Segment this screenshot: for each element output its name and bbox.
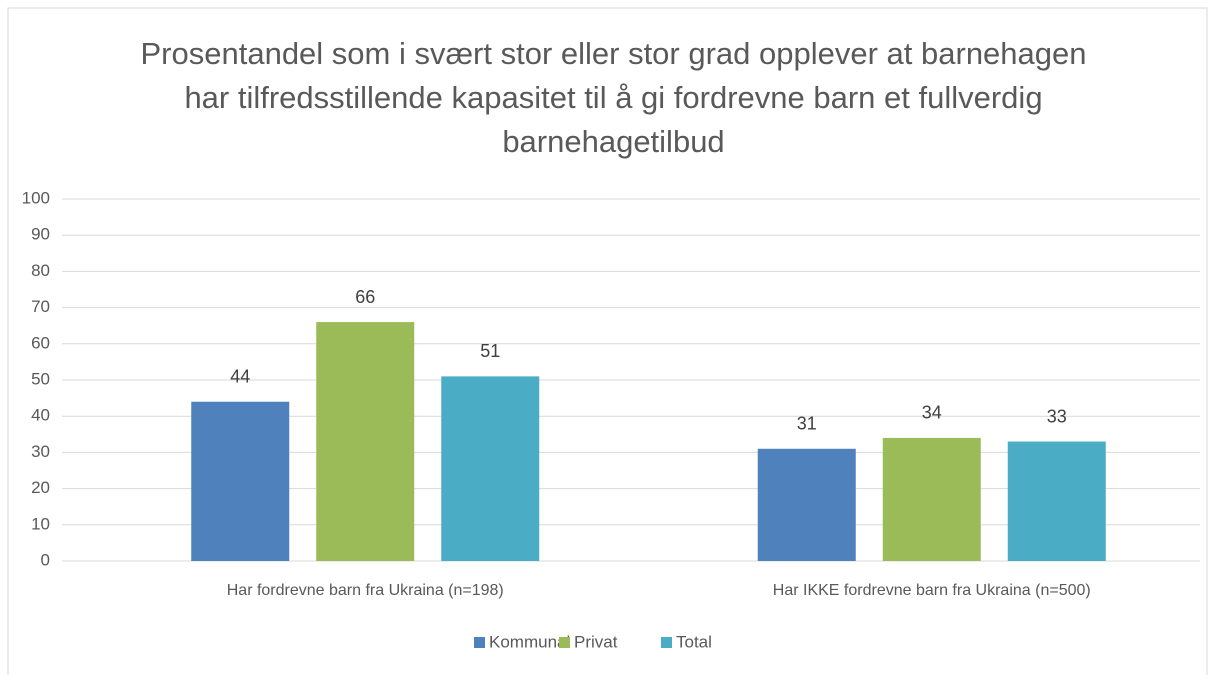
legend-label: Total: [676, 632, 712, 651]
y-tick-label: 20: [31, 478, 50, 497]
legend-swatch: [474, 637, 485, 648]
y-tick-label: 80: [31, 261, 50, 280]
bar: [316, 322, 415, 561]
legend-swatch: [661, 637, 672, 648]
legend-swatch: [559, 637, 570, 648]
y-tick-label: 0: [41, 550, 50, 569]
value-label: 34: [922, 403, 942, 423]
legend-label: Privat: [574, 632, 618, 651]
value-label: 44: [230, 366, 250, 386]
bar: [441, 376, 540, 561]
y-tick-label: 60: [31, 333, 50, 352]
y-tick-label: 40: [31, 406, 50, 425]
x-tick-label: Har fordrevne barn fra Ukraina (n=198): [227, 582, 504, 599]
value-label: 33: [1047, 406, 1067, 426]
y-tick-label: 100: [22, 188, 50, 207]
bar: [1007, 441, 1106, 561]
y-tick-label: 90: [31, 225, 50, 244]
y-tick-label: 50: [31, 369, 50, 388]
y-tick-label: 70: [31, 297, 50, 316]
value-label: 51: [480, 341, 500, 361]
y-tick-label: 10: [31, 514, 50, 533]
bar: [882, 437, 981, 561]
chart-title: Prosentandel som i svært stor eller stor…: [140, 36, 1087, 159]
y-tick-label: 30: [31, 442, 50, 461]
value-label: 31: [797, 414, 817, 434]
legend-label: Kommunal: [489, 632, 570, 651]
bar: [757, 448, 856, 561]
x-tick-label: Har IKKE fordrevne barn fra Ukraina (n=5…: [773, 582, 1091, 599]
bar: [191, 401, 290, 561]
chart-border: [7, 7, 1208, 675]
value-label: 66: [355, 287, 375, 307]
